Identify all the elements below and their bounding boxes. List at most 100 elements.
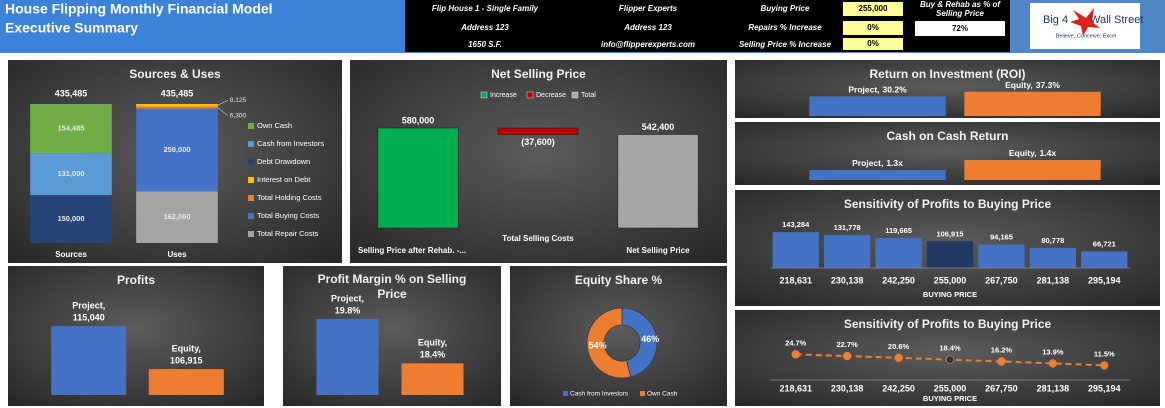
property-line: Flip House 1 - Single Family xyxy=(432,4,539,13)
x-tick-label: 255,000 xyxy=(934,383,967,393)
bar xyxy=(51,326,127,395)
x-tick-label: 267,750 xyxy=(985,275,1018,285)
marker xyxy=(945,355,955,364)
x-tick-label: 218,631 xyxy=(779,275,812,285)
legend-label: Total xyxy=(581,92,596,99)
value-label: 94,165 xyxy=(990,232,1013,241)
data-label: Project, 1.3x xyxy=(852,158,903,168)
value-label: 18.4% xyxy=(939,344,961,353)
x-tick-label: 295,194 xyxy=(1088,383,1121,393)
segment-label: 154,485 xyxy=(57,124,84,133)
value-label: 16.2% xyxy=(991,345,1013,354)
leader-line xyxy=(217,107,228,116)
x-tick-label: 295,194 xyxy=(1088,275,1121,285)
pie-slice xyxy=(586,307,632,379)
bar-segment xyxy=(30,104,112,154)
logo-text: Big 4 xyxy=(1043,14,1068,26)
legend-label: Increase xyxy=(490,92,517,99)
ratio-label: Buy & Rehab as % of Selling Price xyxy=(919,0,1000,18)
bar xyxy=(316,319,379,395)
x-tick-label: 230,138 xyxy=(831,275,864,285)
legend-label: Own Cash xyxy=(647,391,678,398)
legend-label: Total Holding Costs xyxy=(257,193,322,202)
legend-swatch xyxy=(248,195,254,201)
bar xyxy=(401,363,464,395)
bar xyxy=(772,232,819,268)
x-tick-label: Uses xyxy=(167,250,187,259)
legend-swatch xyxy=(640,391,645,396)
data-label: Equity, 1.4x xyxy=(1009,148,1057,158)
x-tick-label: 230,138 xyxy=(831,383,864,393)
property-line: Address 123 xyxy=(460,23,509,32)
bar-segment xyxy=(30,195,112,243)
ratio-cell xyxy=(915,21,1005,36)
bar xyxy=(978,244,1025,268)
category-label: Equity, xyxy=(1009,148,1037,158)
bar xyxy=(824,235,871,268)
segment-label: 259,000 xyxy=(163,145,190,154)
marker xyxy=(791,350,800,359)
value-label: (37,600) xyxy=(521,137,555,147)
x-tick-label: 281,138 xyxy=(1037,383,1070,393)
segment-label: 131,000 xyxy=(57,169,84,178)
legend-swatch xyxy=(526,91,534,99)
x-tick-label: 218,631 xyxy=(779,383,812,393)
company-line: info@flipperexperts.com xyxy=(601,40,695,49)
legend-swatch xyxy=(248,123,254,129)
ratio-label-box: Buy & Rehab as % of Selling Price xyxy=(919,0,1000,18)
value-label: 24.7% xyxy=(785,338,807,347)
bar-segment xyxy=(136,104,218,107)
value-label: 11.5% xyxy=(1094,349,1115,358)
value-label: 19.8% xyxy=(335,305,361,315)
chart-title: Profits xyxy=(117,273,155,287)
x-tick-label: Net Selling Price xyxy=(626,246,690,255)
bar xyxy=(809,96,946,116)
legend-swatch xyxy=(571,91,579,99)
company-line: Flipper Experts xyxy=(619,4,678,13)
legend-label: Total Buying Costs xyxy=(257,211,319,220)
title-box: Profit Margin % on Selling Price xyxy=(317,272,467,301)
value-label: 143,284 xyxy=(782,220,810,229)
x-tick-label: 242,250 xyxy=(882,383,915,393)
input-label: Selling Price % Increase xyxy=(739,40,832,49)
bar xyxy=(497,127,579,135)
category-label: Project, xyxy=(852,158,883,168)
marker xyxy=(894,353,903,363)
marker xyxy=(1048,359,1058,368)
value-label: 580,000 xyxy=(402,115,435,125)
bar xyxy=(617,134,699,229)
value-label: 115,040 xyxy=(73,313,105,323)
company-line: Address 123 xyxy=(623,23,672,32)
value-label: 106,915 xyxy=(170,355,203,365)
value-label: 1.3x xyxy=(886,158,903,168)
value-label: 20.6% xyxy=(888,342,910,351)
bar xyxy=(875,238,922,268)
chart-title: Profit Margin % on Selling Price xyxy=(317,272,467,301)
chart-title: Sources & Uses xyxy=(129,67,221,81)
pie-slice xyxy=(621,307,658,378)
input-label: Buying Price xyxy=(761,4,810,13)
value-label: 1.4x xyxy=(1040,148,1057,158)
bar xyxy=(1029,247,1076,268)
bar xyxy=(148,369,224,395)
bar xyxy=(1081,251,1128,268)
category-label: Equity, xyxy=(1005,80,1033,90)
input-label: Repairs % Increase xyxy=(748,23,822,32)
x-tick-label: Sources xyxy=(55,250,87,259)
category-label: Project, xyxy=(848,85,879,95)
value-label: 46% xyxy=(641,334,659,344)
title-area xyxy=(0,0,405,53)
input-value: 0% xyxy=(867,23,879,32)
total-label: 435,485 xyxy=(161,88,194,98)
x-axis-label: BUYING PRICE xyxy=(923,290,977,299)
legend-label: Debt Drawdown xyxy=(257,157,310,166)
legend-swatch xyxy=(248,159,254,165)
legend-swatch xyxy=(563,391,568,396)
chart-title: Return on Investment (ROI) xyxy=(869,67,1025,81)
value-label: 37.3% xyxy=(1036,80,1061,90)
chart-title: Sensitivity of Profits to Buying Price xyxy=(844,197,1052,211)
bar xyxy=(964,91,1101,116)
bar xyxy=(964,160,1101,180)
bar xyxy=(809,170,946,180)
